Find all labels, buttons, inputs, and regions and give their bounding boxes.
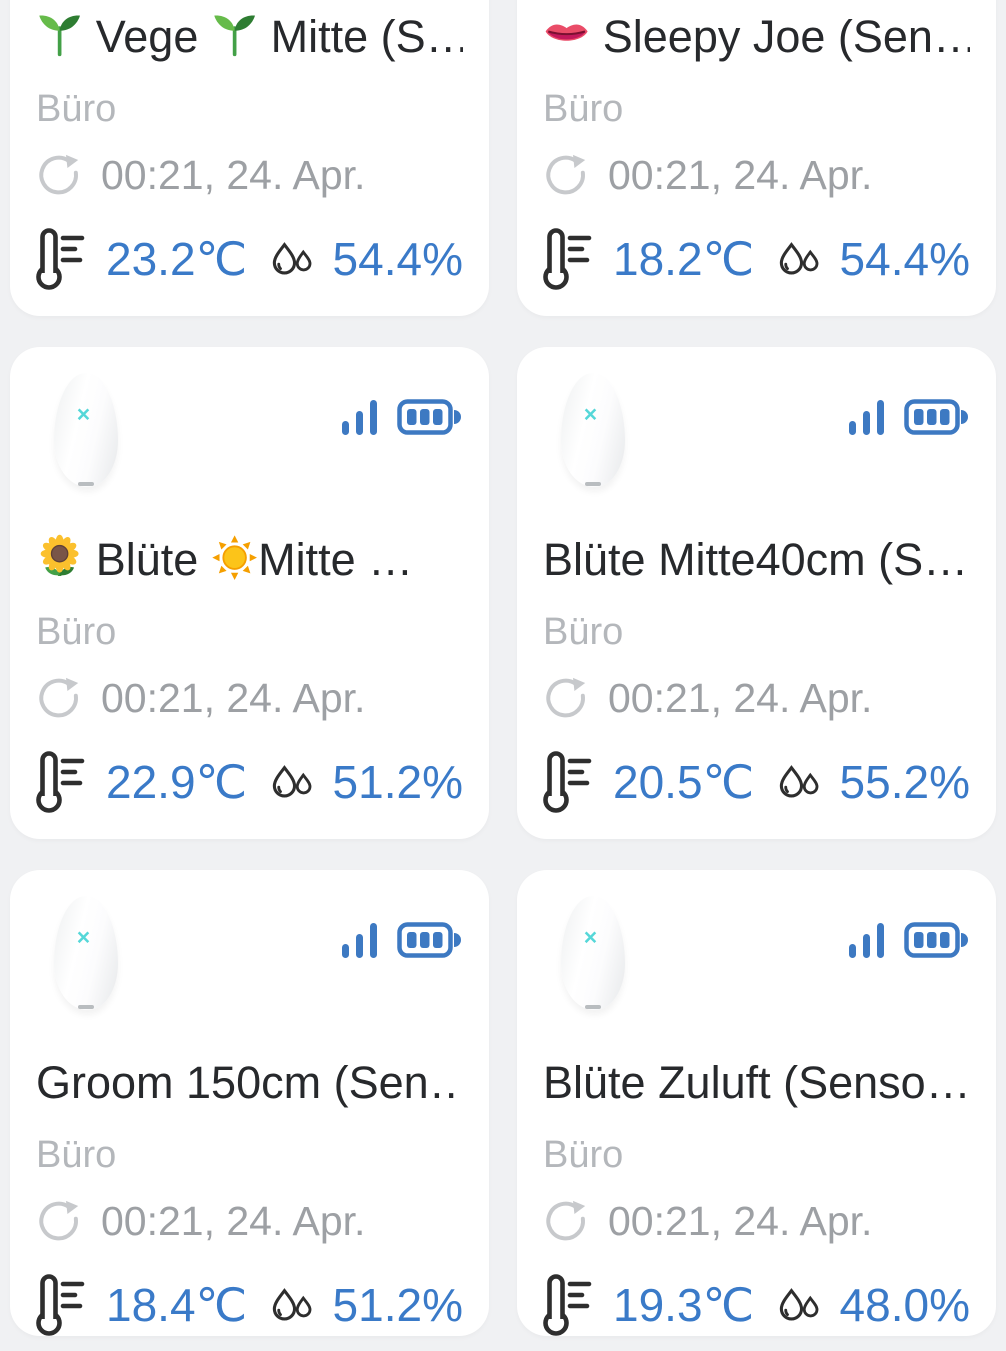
water-drops-icon	[272, 765, 312, 797]
battery-full-icon	[397, 920, 463, 961]
seedling-emoji	[39, 15, 80, 57]
refresh-icon	[39, 675, 81, 717]
device-title: Blüte Mitte40cm (S…	[543, 534, 969, 585]
sensor-card[interactable]: × Vege Mitte (S… Büro 00:21, 24. Apr. 23…	[10, 0, 489, 316]
device-title: Blüte Mitte …	[36, 533, 463, 587]
last-updated-text: 00:21, 24. Apr.	[101, 152, 366, 198]
humidity-value: 55.2%	[839, 756, 970, 808]
device-brand-mark: ×	[583, 401, 598, 427]
water-drops-icon	[779, 242, 819, 274]
water-drops-icon	[779, 1288, 819, 1320]
thermometer-icon	[36, 228, 86, 290]
device-image: ×	[561, 373, 625, 487]
device-row: ×	[36, 870, 463, 1010]
thermometer-icon	[543, 228, 593, 290]
room-label: Büro	[543, 88, 624, 130]
humidity-value: 51.2%	[332, 756, 463, 808]
last-updated-text: 00:21, 24. Apr.	[101, 675, 366, 721]
device-title: Blüte Zuluft (Senso…	[543, 1057, 970, 1108]
device-brand-mark: ×	[76, 401, 91, 427]
thermometer-icon	[543, 1274, 593, 1336]
sensor-card[interactable]: × Sleepy Joe (Sen… Büro 00:21, 24. Apr. …	[517, 0, 996, 316]
device-title: Vege Mitte (S…	[36, 10, 463, 64]
battery-full-icon	[397, 397, 463, 438]
device-title: Sleepy Joe (Sen…	[543, 10, 970, 64]
last-updated-text: 00:21, 24. Apr.	[608, 152, 873, 198]
sensor-card[interactable]: × Blüte Mitte … Büro 00:21, 24. Apr. 22.…	[10, 347, 489, 839]
sensor-card[interactable]: × Blüte Zuluft (Senso… Büro 00:21, 24. A…	[517, 870, 996, 1336]
room-label: Büro	[543, 1134, 624, 1176]
signal-strength-icon	[342, 400, 377, 435]
temperature-value: 22.9℃	[106, 756, 248, 808]
refresh-icon	[546, 1198, 588, 1240]
sensor-card[interactable]: × Blüte Mitte40cm (S… Büro 00:21, 24. Ap…	[517, 347, 996, 839]
refresh-icon	[546, 675, 588, 717]
sensor-card[interactable]: × Groom 150cm (Sen… Büro 00:21, 24. Apr.…	[10, 870, 489, 1336]
device-brand-mark: ×	[76, 924, 91, 950]
refresh-icon	[546, 152, 588, 194]
humidity-value: 54.4%	[332, 233, 463, 285]
temperature-value: 19.3℃	[613, 1279, 755, 1331]
device-row: ×	[543, 870, 970, 1010]
temperature-value: 18.2℃	[613, 233, 755, 285]
room-label: Büro	[36, 611, 117, 653]
water-drops-icon	[272, 1288, 312, 1320]
device-row: ×	[36, 347, 463, 487]
refresh-icon	[39, 152, 81, 194]
refresh-icon	[39, 1198, 81, 1240]
last-updated-text: 00:21, 24. Apr.	[101, 1198, 366, 1244]
humidity-value: 51.2%	[332, 1279, 463, 1331]
signal-strength-icon	[849, 923, 884, 958]
water-drops-icon	[272, 242, 312, 274]
water-drops-icon	[779, 765, 819, 797]
sunflower-emoji	[40, 534, 79, 577]
last-updated-text: 00:21, 24. Apr.	[608, 1198, 873, 1244]
seedling-emoji	[214, 15, 255, 57]
device-image: ×	[561, 896, 625, 1010]
temperature-value: 18.4℃	[106, 1279, 248, 1331]
battery-full-icon	[904, 920, 970, 961]
sun-emoji	[212, 535, 257, 580]
battery-full-icon	[904, 397, 970, 438]
temperature-value: 23.2℃	[106, 233, 248, 285]
last-updated-text: 00:21, 24. Apr.	[608, 675, 873, 721]
thermometer-icon	[36, 751, 86, 813]
device-brand-mark: ×	[583, 924, 598, 950]
device-image: ×	[54, 373, 118, 487]
temperature-value: 20.5℃	[613, 756, 755, 808]
device-image: ×	[54, 896, 118, 1010]
device-title: Groom 150cm (Sen…	[36, 1057, 463, 1108]
thermometer-icon	[543, 751, 593, 813]
thermometer-icon	[36, 1274, 86, 1336]
room-label: Büro	[36, 88, 117, 130]
signal-strength-icon	[849, 400, 884, 435]
humidity-value: 48.0%	[839, 1279, 970, 1331]
room-label: Büro	[36, 1134, 117, 1176]
signal-strength-icon	[342, 923, 377, 958]
room-label: Büro	[543, 611, 624, 653]
device-row: ×	[543, 347, 970, 487]
mouth-emoji	[545, 24, 588, 41]
humidity-value: 54.4%	[839, 233, 970, 285]
